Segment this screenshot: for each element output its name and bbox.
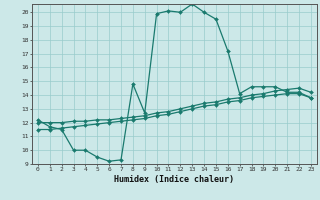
X-axis label: Humidex (Indice chaleur): Humidex (Indice chaleur) xyxy=(115,175,234,184)
